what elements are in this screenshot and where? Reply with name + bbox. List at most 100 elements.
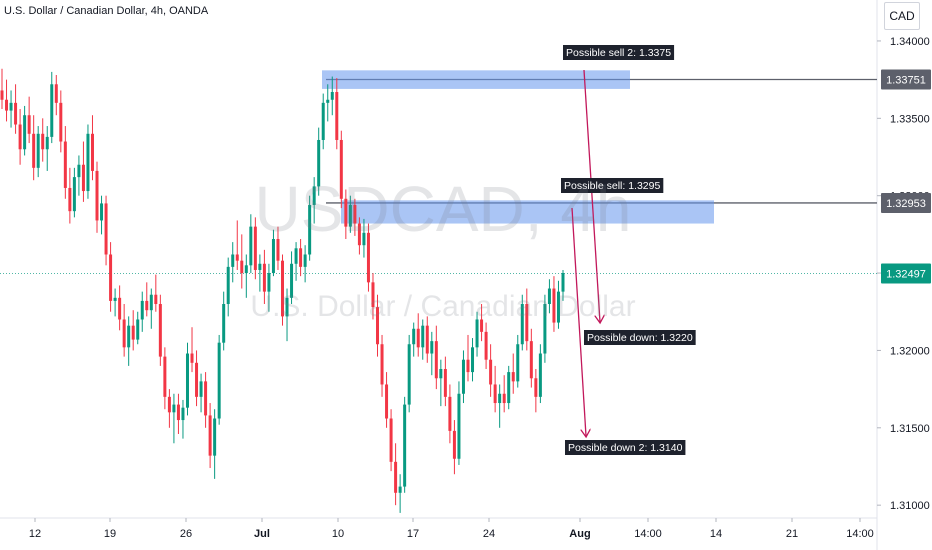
time-axis-label: 24 xyxy=(483,528,495,540)
candle-body xyxy=(439,368,443,379)
candle-body xyxy=(149,294,153,311)
candle-body xyxy=(475,319,479,348)
price-tick-label: 1.31500 xyxy=(890,423,930,435)
candle-body xyxy=(556,291,560,323)
watermark-symbol: USDCAD, 4h xyxy=(254,173,632,245)
candle-body xyxy=(100,203,104,221)
candle-body xyxy=(258,263,262,270)
candle-body xyxy=(54,84,58,103)
candle-body xyxy=(317,139,321,187)
candle-body xyxy=(249,226,253,266)
price-label: 1.33751 xyxy=(886,74,926,86)
candle-body xyxy=(326,99,330,103)
price-label-box xyxy=(881,69,931,90)
price-label: 1.32953 xyxy=(886,198,926,210)
candle-body xyxy=(267,273,271,292)
symbol-title: U.S. Dollar / Canadian Dollar, 4h, OANDA xyxy=(4,5,209,17)
candle-body xyxy=(330,92,334,100)
candle-body xyxy=(525,304,529,342)
candle-body xyxy=(538,353,542,397)
time-axis-label: Jul xyxy=(254,528,270,540)
candle-body xyxy=(222,304,226,343)
candle-body xyxy=(529,341,533,379)
candle-body xyxy=(299,248,303,267)
candle-body xyxy=(443,368,447,397)
candle-body xyxy=(59,102,63,142)
arrow-to-possible-down xyxy=(583,69,600,322)
candle-body xyxy=(154,294,158,305)
candle-body xyxy=(380,344,384,385)
candle-body xyxy=(516,344,520,382)
candle-body xyxy=(507,372,511,404)
price-tick-label: 1.34000 xyxy=(890,36,930,48)
candle-body xyxy=(240,260,244,274)
candle-body xyxy=(457,393,461,459)
candle-body xyxy=(543,304,547,354)
price-label-box xyxy=(881,263,931,284)
price-label: 1.32497 xyxy=(886,269,926,281)
sell-zone-1 xyxy=(341,200,714,224)
time-axis-label: 21 xyxy=(786,528,798,540)
candle-body xyxy=(430,341,434,354)
annotation-box xyxy=(563,45,675,60)
watermark-description: U.S. Dollar / Canadian Dollar xyxy=(250,290,636,323)
candle-body xyxy=(412,328,416,345)
candle-body xyxy=(18,124,22,150)
candle-body xyxy=(366,232,370,283)
candle-body xyxy=(77,164,81,178)
candle-body xyxy=(398,486,402,493)
candle-body xyxy=(294,248,298,264)
candle-body xyxy=(14,102,18,125)
candle-body xyxy=(172,404,176,413)
candle-body xyxy=(425,325,429,354)
annotation-text: Possible down 2: 1.3140 xyxy=(568,442,683,454)
candle-body xyxy=(371,282,375,308)
candle-body xyxy=(208,415,212,456)
time-axis-label: Aug xyxy=(569,528,590,540)
candle-body xyxy=(389,418,393,462)
candle-body xyxy=(5,99,9,111)
candle-body xyxy=(136,319,140,340)
candle-body xyxy=(471,347,475,373)
candle-body xyxy=(276,239,280,261)
candle-body xyxy=(45,136,49,150)
candle-body xyxy=(421,325,425,348)
candle-body xyxy=(312,186,316,205)
annotation-text: Possible sell: 1.3295 xyxy=(564,180,660,192)
candle-body xyxy=(41,133,45,150)
candle-body xyxy=(344,198,348,227)
candle-body xyxy=(452,430,456,459)
candle-body xyxy=(109,254,113,301)
annotation-label: Possible sell 2: 1.3375 xyxy=(563,45,675,60)
time-axis-label: 14:00 xyxy=(634,528,662,540)
candle-body xyxy=(552,288,556,323)
candle-body xyxy=(9,102,13,111)
candle-body xyxy=(158,304,162,357)
candle-body xyxy=(23,115,27,150)
price-tick-label: 1.33500 xyxy=(890,113,930,125)
candle-body xyxy=(145,300,149,311)
candle-body xyxy=(190,353,194,363)
annotation-label: Possible sell: 1.3295 xyxy=(561,178,664,193)
candle-body xyxy=(308,204,312,255)
candle-body xyxy=(104,203,108,255)
candle-body xyxy=(262,263,266,292)
time-axis-label: 19 xyxy=(104,528,116,540)
candle-body xyxy=(72,177,76,212)
candle-body xyxy=(357,223,361,246)
currency-selector[interactable]: CAD xyxy=(884,2,920,30)
candle-body xyxy=(199,381,203,397)
annotation-label: Possible down 2: 1.3140 xyxy=(565,440,686,455)
candle-body xyxy=(81,164,85,192)
candle-body xyxy=(217,342,221,419)
candle-body xyxy=(502,393,506,404)
candle-body xyxy=(416,328,420,348)
candle-body xyxy=(321,102,325,140)
candle-body xyxy=(140,300,144,320)
candle-body xyxy=(466,359,470,373)
candle-body xyxy=(50,84,54,137)
candle-body xyxy=(32,133,36,168)
candle-body xyxy=(290,263,294,298)
candle-body xyxy=(27,115,31,134)
